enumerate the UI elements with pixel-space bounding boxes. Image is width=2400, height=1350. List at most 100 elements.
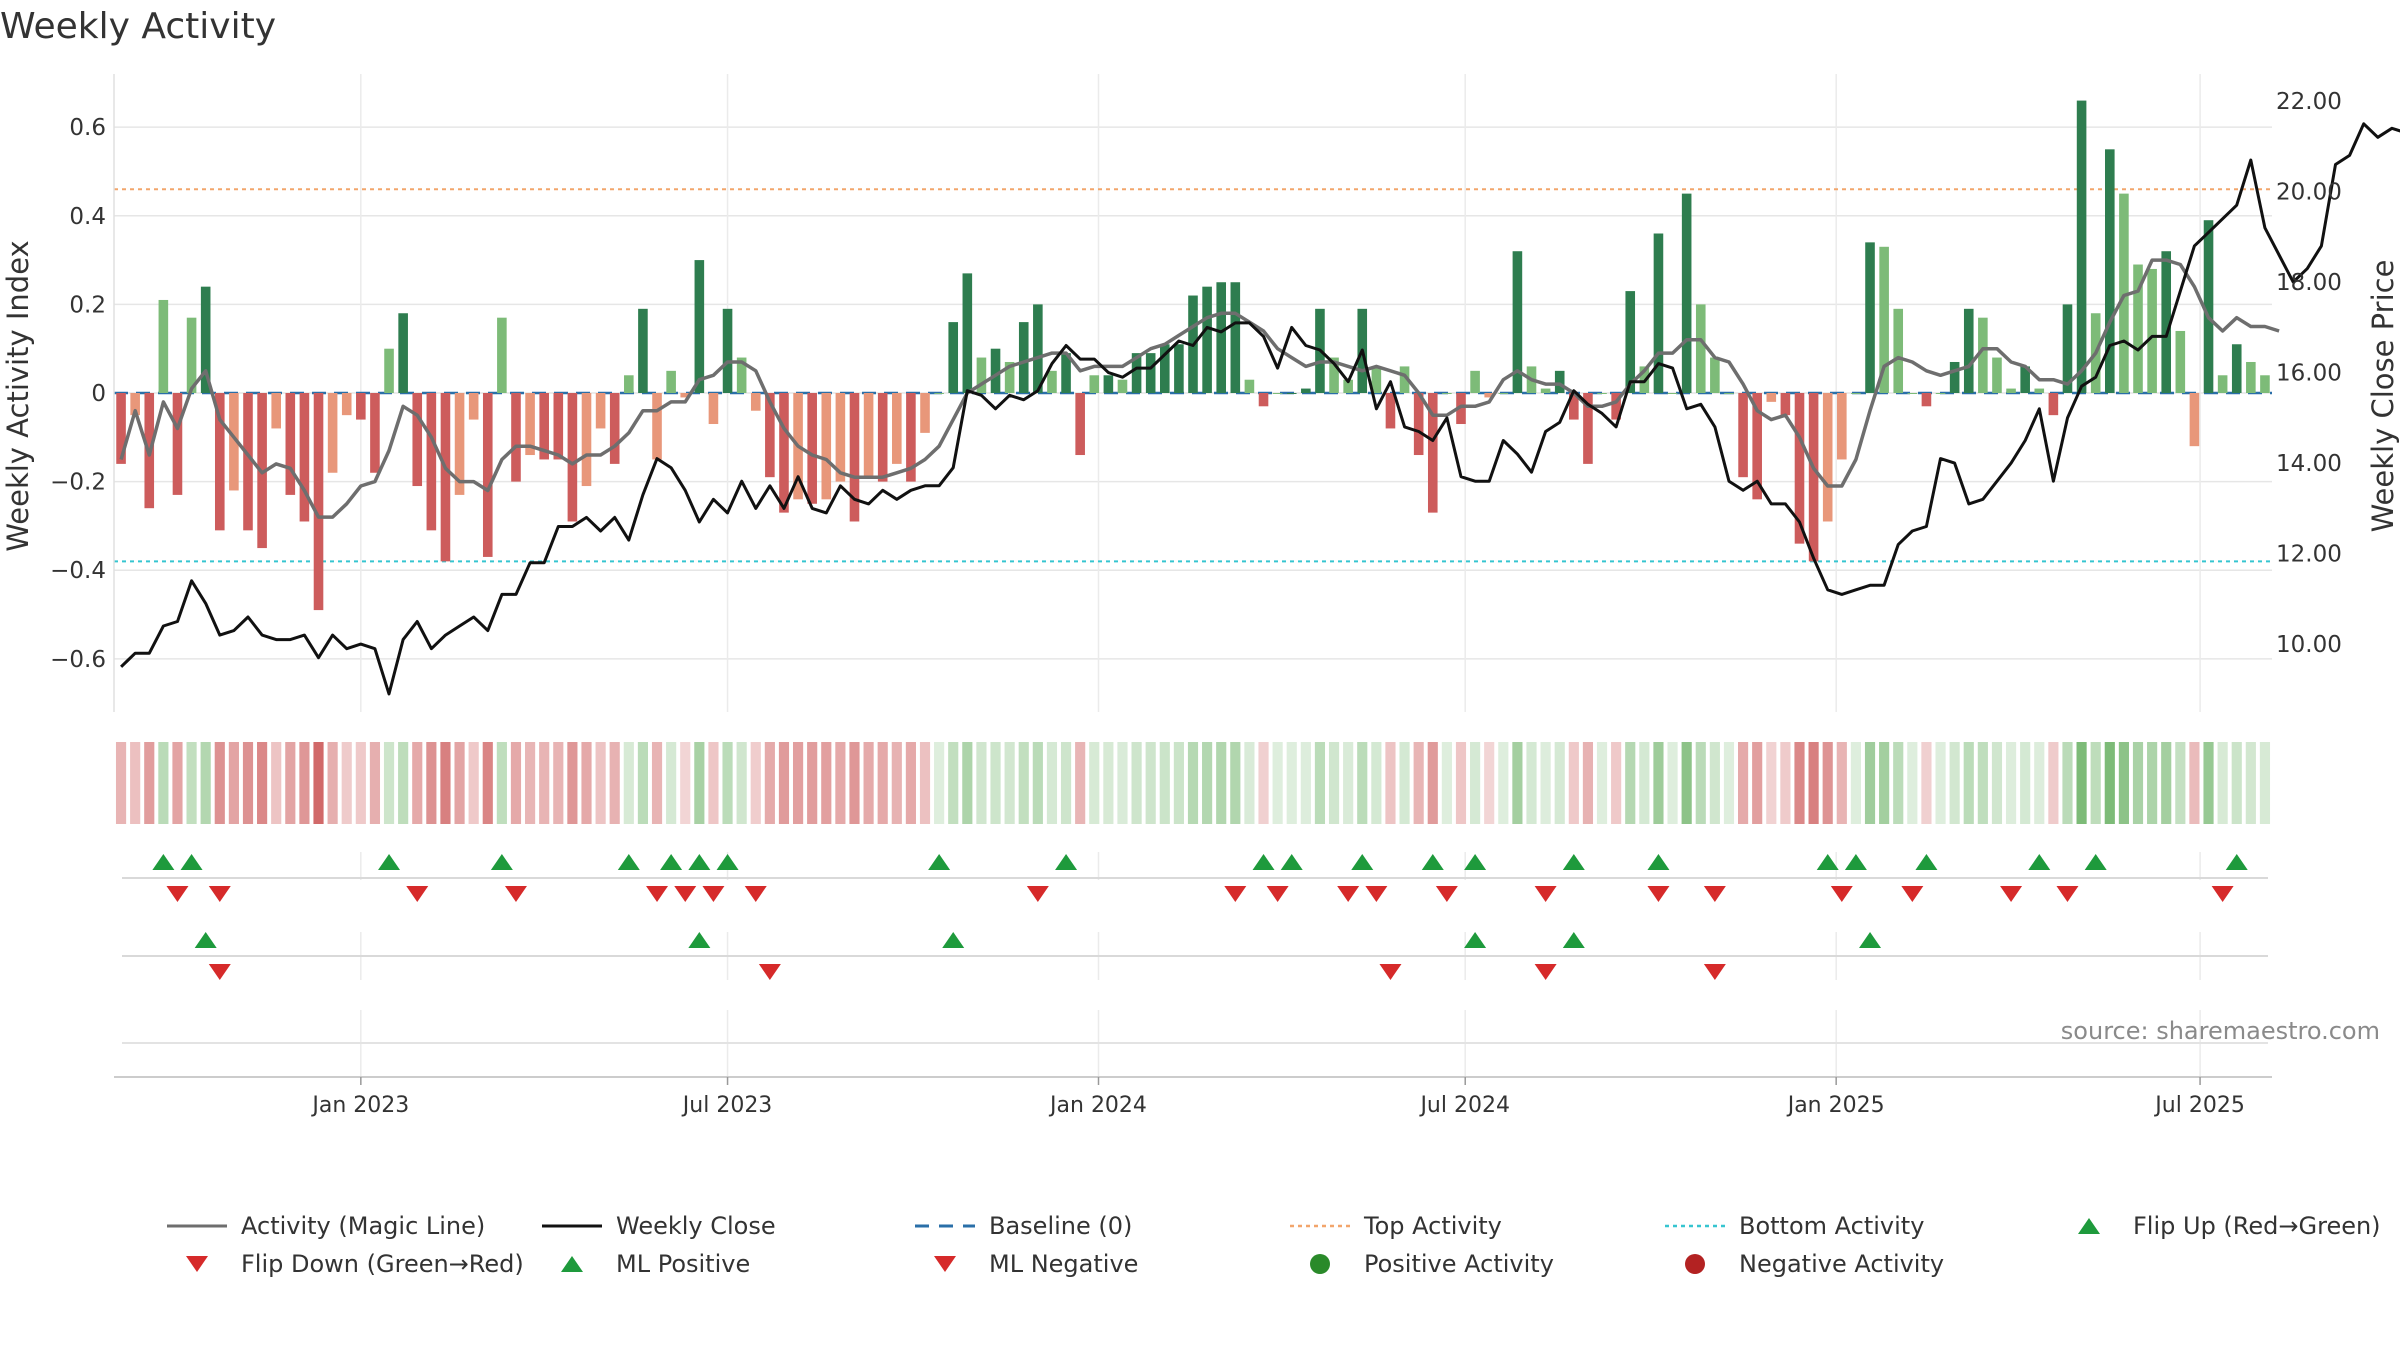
magic-line <box>119 258 2280 519</box>
strip-cell <box>835 742 846 824</box>
strip-cell <box>1075 742 1086 824</box>
activity-bar <box>1710 357 1720 393</box>
strip-cell <box>355 742 366 824</box>
activity-bar <box>2020 366 2030 393</box>
strip-cell <box>1639 742 1650 824</box>
strip-cell <box>130 742 141 824</box>
ml-negative-marker <box>1379 964 1402 980</box>
activity-bar <box>892 393 902 464</box>
flip-up-marker <box>378 854 401 870</box>
flip-up-marker <box>928 854 951 870</box>
flip-down-marker <box>1026 886 1049 902</box>
flip-down-marker <box>1534 886 1557 902</box>
legend-item: Bottom Activity <box>1663 1212 1924 1240</box>
strip-cell <box>2048 742 2059 824</box>
activity-bar <box>497 317 507 393</box>
activity-bar <box>595 393 606 429</box>
strip-cell <box>1935 742 1946 824</box>
strip-cell <box>1455 742 1467 824</box>
activity-bar <box>2048 393 2059 416</box>
legend-symbol <box>1685 1254 1705 1274</box>
activity-bar <box>1456 393 1466 425</box>
activity-bar <box>1371 366 1382 393</box>
strip-cell <box>1244 742 1255 824</box>
legend-label: Weekly Close <box>616 1212 776 1240</box>
legend-symbol <box>1310 1254 1330 1274</box>
strip-cell <box>1385 742 1396 824</box>
strip-cell <box>2147 742 2158 824</box>
activity-bar <box>1089 375 1100 393</box>
flip-down-marker <box>1224 886 1247 902</box>
activity-bar <box>624 375 634 393</box>
activity-bar <box>482 393 493 557</box>
legend-label: ML Negative <box>989 1250 1139 1278</box>
strip-cell <box>2062 742 2073 824</box>
series-lines <box>119 122 2400 696</box>
strip-cell <box>1653 742 1664 824</box>
activity-bar <box>1159 344 1170 393</box>
activity-bar <box>948 322 959 393</box>
activity-bar <box>186 317 197 393</box>
activity-bar <box>2133 264 2143 393</box>
activity-bar <box>539 393 549 460</box>
ml-negative-marker <box>1703 964 1726 980</box>
flip-up-marker <box>1252 854 1275 870</box>
activity-bar <box>652 393 662 460</box>
legend-symbol <box>542 1224 602 1228</box>
activity-bar <box>2161 251 2172 393</box>
strip-cell <box>1780 742 1791 824</box>
flip-down-marker <box>1365 886 1388 902</box>
activity-bar <box>708 393 719 425</box>
activity-bar <box>243 393 253 531</box>
activity-bar <box>1343 379 1353 393</box>
activity-bar <box>2189 393 2200 447</box>
activity-bar <box>1174 344 1184 393</box>
flip-up-marker <box>1915 854 1938 870</box>
strip-cell <box>2076 742 2087 824</box>
strip-cell <box>1991 742 2003 824</box>
strip-cell <box>1752 742 1763 824</box>
strip-cell <box>299 742 310 824</box>
flip-down-marker <box>208 886 231 902</box>
flip-up-marker <box>617 854 640 870</box>
flip-up-marker <box>1464 854 1487 870</box>
activity-bar <box>609 393 620 464</box>
strip-cell <box>2175 742 2186 824</box>
strip-cell <box>539 742 550 824</box>
y-right-tick-label: 18.00 <box>2276 270 2342 296</box>
legend-label: Positive Activity <box>1364 1250 1554 1278</box>
ml-positive-marker <box>1562 932 1585 948</box>
activity-bar <box>1554 370 1565 393</box>
strip-cell <box>1441 742 1452 824</box>
strip-cell <box>877 742 888 824</box>
strip-cell <box>468 742 479 824</box>
activity-bar <box>468 393 479 420</box>
strip-cell <box>2217 742 2228 824</box>
strip-cell <box>2203 742 2214 824</box>
strip-cell <box>680 742 691 824</box>
strip-cell <box>1879 742 1890 824</box>
activity-bar <box>1427 393 1438 513</box>
legend-item: Flip Up (Red→Green) <box>2057 1212 2381 1240</box>
activity-bar <box>1117 379 1128 393</box>
activity-bar <box>200 286 211 393</box>
strip-cell <box>2020 742 2031 824</box>
activity-bar <box>440 393 451 562</box>
y-right-tick-label: 12.00 <box>2276 542 2342 568</box>
strip-cell <box>1272 742 1283 824</box>
activity-bar <box>1399 366 1410 393</box>
activity-bar <box>1385 393 1396 429</box>
activity-bar <box>990 348 1001 393</box>
strip-cell <box>285 742 296 824</box>
legend-item: Baseline (0) <box>913 1212 1132 1240</box>
strip-cell <box>1413 742 1424 824</box>
activity-bar <box>849 393 860 522</box>
activity-bar <box>1033 304 1043 393</box>
activity-bar <box>567 393 578 522</box>
legend-symbol <box>934 1256 956 1272</box>
strip-cell <box>271 742 282 824</box>
strip-cell <box>1738 742 1749 824</box>
activity-bar <box>313 393 324 611</box>
activity-bar <box>1963 308 1974 393</box>
